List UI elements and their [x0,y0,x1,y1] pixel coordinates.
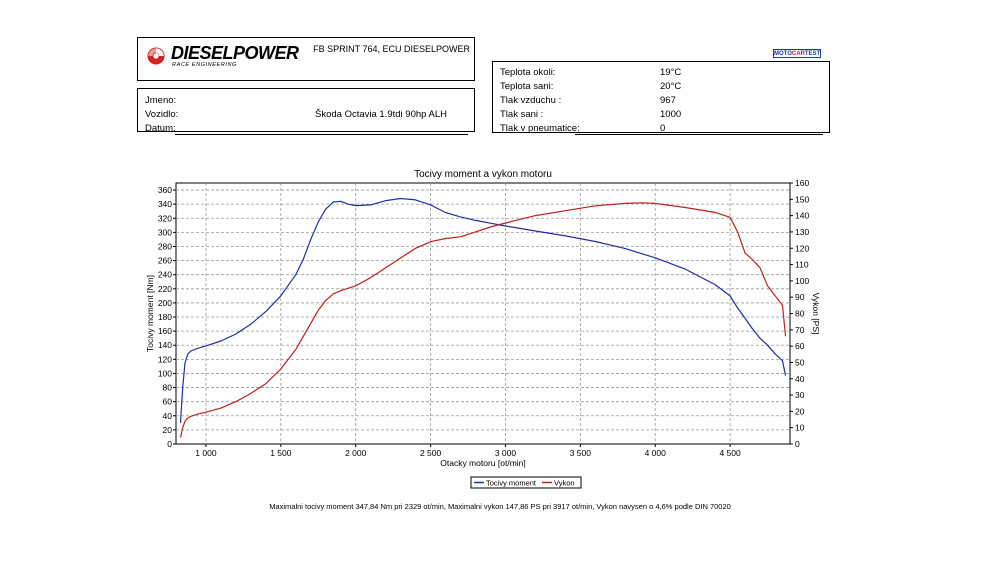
y2-tick-label: 110 [795,260,809,270]
logo-box: DIESELPOWER RACE ENGINEERING FB SPRINT 7… [137,37,475,81]
y2-tick-label: 160 [795,178,809,188]
legend-label-power: Vykon [554,479,575,488]
y-axis-label: Tocivy moment [Nm] [145,275,155,352]
y-tick-label: 340 [158,199,172,209]
legend-box [470,476,582,489]
condition-label: Teplota okoli: [500,67,556,78]
x-tick-label: 4 000 [645,448,667,458]
info-row-date: Datum: [145,122,468,136]
conditions-box: Teplota okoli: 19°C Teplota sani: 20°C T… [492,61,830,136]
y-tick-label: 20 [163,425,173,435]
y-tick-label: 120 [158,354,172,364]
condition-label: Tlak sani : [500,109,544,120]
condition-value: 967 [660,95,676,106]
y2-tick-label: 100 [795,276,809,286]
turbo-logo-icon [147,47,165,65]
y2-tick-label: 140 [795,211,809,221]
y2-tick-label: 130 [795,227,809,237]
y2-tick-label: 30 [795,390,805,400]
date-underline [175,134,468,135]
y2-tick-label: 0 [795,439,800,449]
condition-value: 19°C [660,67,682,78]
y-tick-label: 180 [158,312,172,322]
y-tick-label: 60 [163,397,173,407]
max-values-footer: Maximalni tocivy moment 347,84 Nm pri 23… [269,502,731,511]
plot-area [175,182,791,445]
y-tick-label: 280 [158,241,172,251]
y2-tick-label: 70 [795,325,805,335]
y-tick-label: 320 [158,213,172,223]
badge-part-moto: MOTO [774,51,792,57]
badge-part-test: TEST [804,51,821,57]
condition-row: Teplota sani: 20°C [500,80,823,94]
condition-row: Tlak v pneumatice: 0 [500,122,823,136]
condition-value: 0 [660,123,666,134]
y-tick-label: 200 [158,298,172,308]
y2-tick-label: 80 [795,309,805,319]
name-label: Jmeno: [145,95,177,106]
x-axis-label: Otacky motoru [ot/min] [440,458,526,468]
y-tick-label: 240 [158,270,172,280]
x-tick-label: 4 500 [719,448,741,458]
x-tick-label: 2 000 [345,448,367,458]
y2-tick-label: 120 [795,243,809,253]
y2-tick-label: 50 [795,357,805,367]
vehicle-label: Vozidlo: [145,109,179,120]
y2-tick-label: 10 [795,423,805,433]
y2-tick-label: 60 [795,341,805,351]
condition-row: Teplota okoli: 19°C [500,66,823,80]
brand-subtitle: RACE ENGINEERING [172,62,237,68]
condition-label: Tlak v pneumatice: [500,123,580,134]
condition-underline [575,134,823,135]
vehicle-value: Škoda Octavia 1.9tdi 90hp ALH [315,109,448,120]
motocartest-badge: MOTOCARTEST [773,49,821,58]
condition-row: Tlak sani : 1000 [500,108,823,122]
info-row-name: Jmeno: [145,94,468,108]
y-tick-label: 360 [158,185,172,195]
condition-row: Tlak vzduchu : 967 [500,94,823,108]
info-row-vehicle: Vozidlo: Škoda Octavia 1.9tdi 90hp ALH [145,108,468,122]
chart-title: Tocivy moment a vykon motoru [414,169,552,180]
x-tick-label: 1 500 [270,448,292,458]
power-curve [179,202,787,438]
y-tick-label: 0 [167,439,172,449]
y-tick-label: 100 [158,368,172,378]
torque-curve [179,197,787,423]
y-tick-label: 260 [158,256,172,266]
y2-tick-label: 90 [795,292,805,302]
y-tick-label: 220 [158,284,172,294]
y-tick-label: 40 [163,411,173,421]
y-tick-label: 300 [158,227,172,237]
badge-part-car: CAR [791,51,805,57]
y-tick-label: 160 [158,326,172,336]
condition-label: Tlak vzduchu : [500,95,562,106]
y2-axis-label: Vykon [PS] [811,293,821,335]
vehicle-info-box: Jmeno: Vozidlo: Škoda Octavia 1.9tdi 90h… [137,88,475,135]
brand-name: DIESELPOWER [171,43,299,63]
x-tick-label: 1 000 [195,448,217,458]
y-tick-label: 140 [158,340,172,350]
condition-value: 1000 [660,109,682,120]
legend-label-torque: Tocivy moment [486,479,537,488]
y2-tick-label: 20 [795,406,805,416]
date-label: Datum: [145,123,176,134]
condition-value: 20°C [660,81,682,92]
y2-tick-label: 40 [795,374,805,384]
dyno-title: FB SPRINT 764, ECU DIESELPOWER [313,44,470,54]
y2-tick-label: 150 [795,194,809,204]
x-tick-label: 3 000 [495,448,517,458]
condition-label: Teplota sani: [500,81,554,92]
y-tick-label: 80 [163,383,173,393]
x-tick-label: 2 500 [420,448,442,458]
x-tick-label: 3 500 [570,448,592,458]
